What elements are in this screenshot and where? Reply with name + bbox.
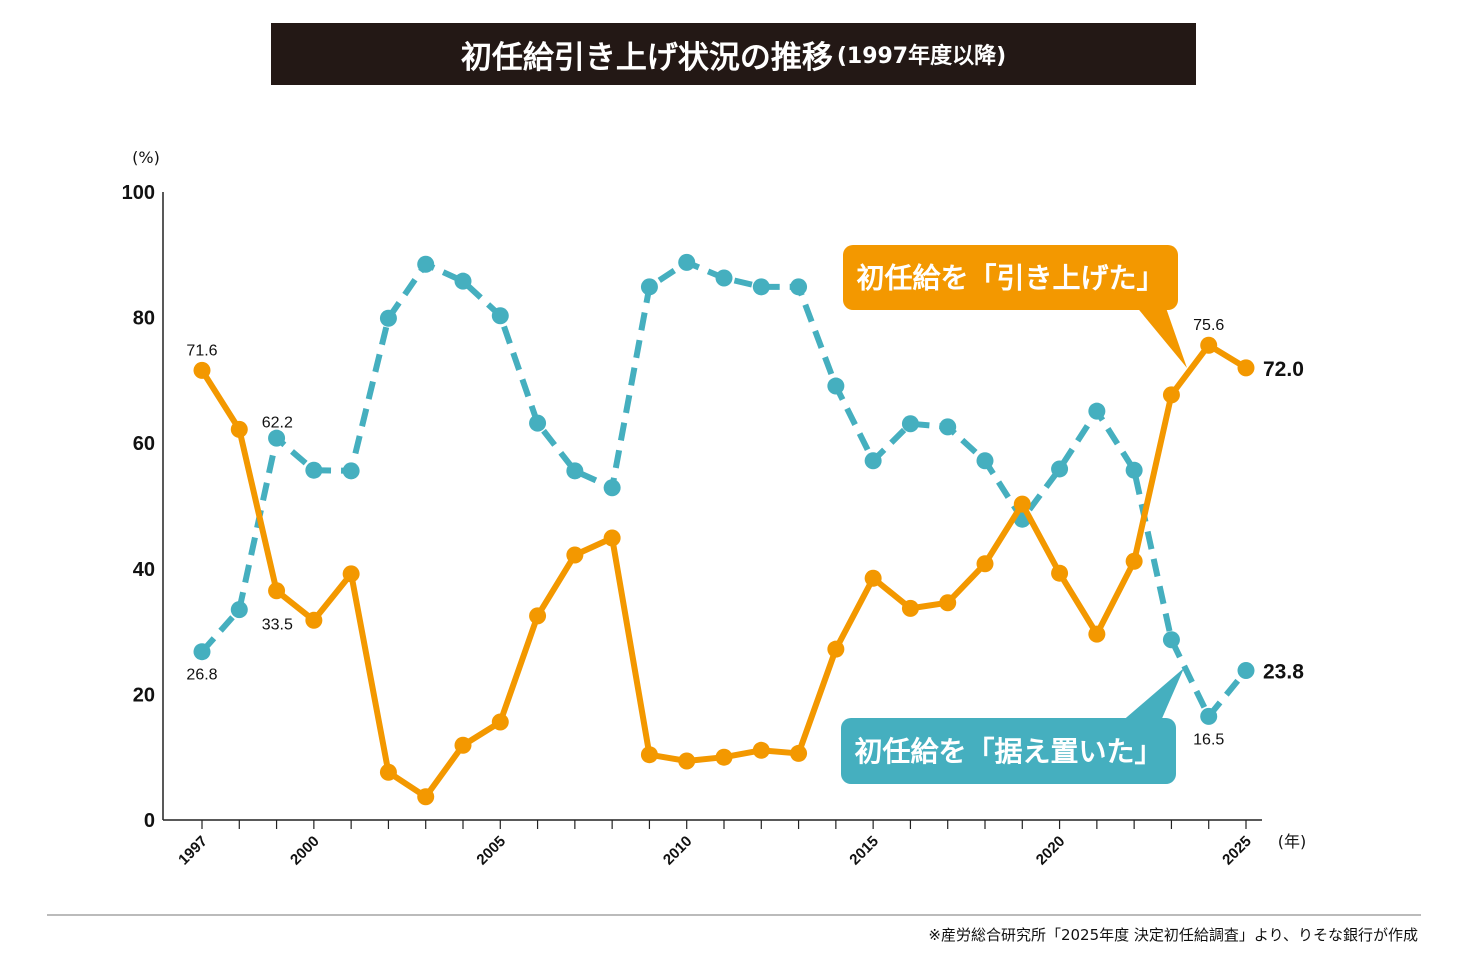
y-tick-label: 100 bbox=[122, 182, 155, 204]
data-point-1 bbox=[1162, 631, 1180, 649]
source-footnote: ※産労総合研究所「2025年度 決定初任給調査」より、りそな銀行が作成 bbox=[928, 926, 1418, 944]
data-label: 23.8 bbox=[1263, 661, 1304, 684]
data-point-0 bbox=[790, 744, 808, 762]
data-point-0 bbox=[939, 594, 957, 612]
data-point-0 bbox=[901, 599, 919, 617]
data-point-0 bbox=[529, 607, 547, 625]
data-point-0 bbox=[864, 569, 882, 587]
data-label: 16.5 bbox=[1193, 731, 1224, 748]
x-tick-label: 2020 bbox=[1033, 833, 1069, 869]
data-point-1 bbox=[864, 452, 882, 470]
data-point-1 bbox=[715, 269, 733, 287]
data-point-1 bbox=[342, 462, 360, 480]
y-tick-label: 0 bbox=[144, 810, 155, 832]
data-point-0 bbox=[976, 555, 994, 573]
data-point-1 bbox=[566, 462, 584, 480]
data-label: 26.8 bbox=[186, 667, 217, 684]
data-point-0 bbox=[640, 746, 658, 764]
series-line-1 bbox=[199, 259, 1249, 720]
legend-unchanged-box bbox=[841, 718, 1176, 784]
data-point-0 bbox=[268, 582, 286, 600]
divider bbox=[47, 914, 1421, 916]
data-label: 62.2 bbox=[262, 414, 293, 431]
data-point-0 bbox=[454, 736, 472, 754]
data-point-1 bbox=[529, 414, 547, 432]
legend-raised-text: 初任給を「引き上げた」 bbox=[856, 262, 1164, 295]
data-point-1 bbox=[1125, 461, 1143, 479]
data-label: 33.5 bbox=[262, 617, 293, 634]
data-point-1 bbox=[417, 255, 435, 273]
data-point-1 bbox=[790, 278, 808, 296]
data-label: 75.6 bbox=[1193, 317, 1224, 334]
data-point-1 bbox=[976, 452, 994, 470]
data-point-1 bbox=[901, 415, 919, 433]
data-point-1 bbox=[1200, 707, 1218, 725]
y-tick-label: 20 bbox=[133, 684, 155, 706]
data-point-1 bbox=[379, 309, 397, 327]
data-point-1 bbox=[305, 461, 323, 479]
data-point-0 bbox=[491, 713, 509, 731]
y-tick-label: 80 bbox=[133, 308, 155, 330]
data-point-1 bbox=[939, 418, 957, 436]
data-point-1 bbox=[1237, 662, 1255, 680]
data-point-0 bbox=[1162, 386, 1180, 404]
legend-unchanged-pointer bbox=[1120, 668, 1184, 723]
chart-title: 初任給引き上げ状況の推移 (1997年度以降) bbox=[271, 23, 1196, 85]
data-point-0 bbox=[305, 611, 323, 629]
data-point-1 bbox=[603, 479, 621, 497]
data-point-0 bbox=[1051, 564, 1069, 582]
data-point-0 bbox=[1013, 495, 1031, 513]
data-point-1 bbox=[454, 272, 472, 290]
data-point-1 bbox=[752, 278, 770, 296]
legend-raised-box bbox=[843, 245, 1178, 310]
data-point-1 bbox=[268, 429, 286, 447]
x-tick-label: 1997 bbox=[175, 833, 211, 869]
data-point-0 bbox=[1088, 625, 1106, 643]
data-point-0 bbox=[230, 420, 248, 438]
data-point-1 bbox=[827, 377, 845, 395]
data-point-1 bbox=[193, 643, 211, 661]
data-point-0 bbox=[342, 565, 360, 583]
data-point-0 bbox=[752, 741, 770, 759]
data-point-0 bbox=[417, 788, 435, 806]
data-point-1 bbox=[230, 601, 248, 619]
x-tick-label: 2010 bbox=[660, 833, 696, 869]
data-point-1 bbox=[1051, 460, 1069, 478]
title-main: 初任給引き上げ状況の推移 bbox=[460, 39, 833, 76]
y-unit-label: (%) bbox=[132, 148, 160, 167]
y-tick-label: 60 bbox=[133, 433, 155, 455]
x-unit-label: (年) bbox=[1278, 832, 1307, 851]
data-point-0 bbox=[678, 752, 696, 770]
legend-raised-pointer bbox=[1135, 305, 1187, 368]
data-point-0 bbox=[827, 640, 845, 658]
data-point-0 bbox=[379, 763, 397, 781]
data-point-0 bbox=[1237, 359, 1255, 377]
data-point-0 bbox=[1200, 336, 1218, 354]
data-point-1 bbox=[491, 307, 509, 325]
data-point-1 bbox=[1088, 402, 1106, 420]
data-point-0 bbox=[566, 546, 584, 564]
data-label: 71.6 bbox=[186, 342, 217, 359]
x-tick-label: 2025 bbox=[1219, 833, 1255, 869]
x-tick-label: 2000 bbox=[287, 833, 323, 869]
x-tick-label: 2005 bbox=[473, 833, 509, 869]
data-point-1 bbox=[640, 278, 658, 296]
legend-unchanged-text: 初任給を「据え置いた」 bbox=[854, 735, 1162, 768]
data-point-1 bbox=[678, 253, 696, 271]
y-tick-label: 40 bbox=[133, 559, 155, 581]
data-label: 72.0 bbox=[1263, 358, 1304, 381]
data-point-0 bbox=[715, 748, 733, 766]
data-point-0 bbox=[1125, 552, 1143, 570]
data-point-0 bbox=[193, 361, 211, 379]
title-sub: (1997年度以降) bbox=[836, 44, 1007, 69]
x-tick-label: 2015 bbox=[846, 833, 882, 869]
data-point-0 bbox=[603, 529, 621, 547]
